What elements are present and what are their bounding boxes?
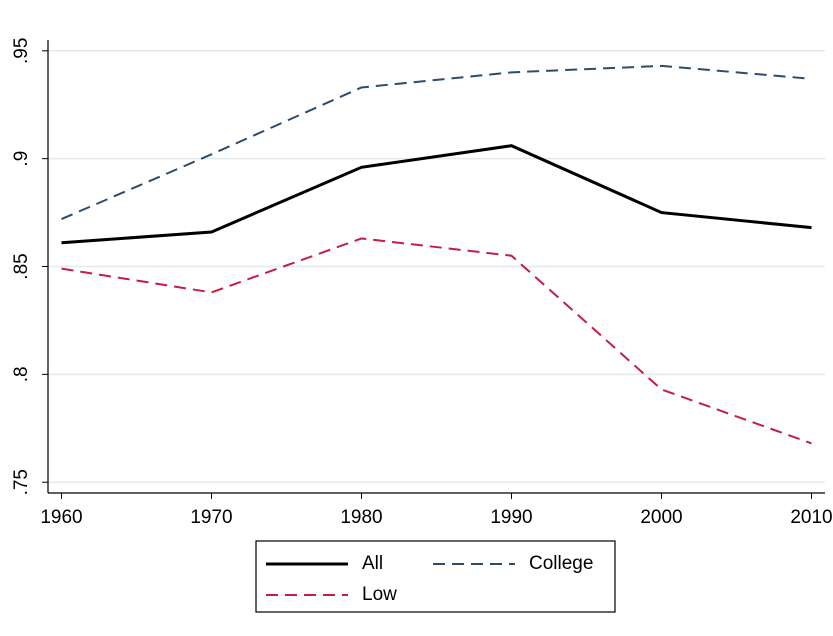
y-tick-label: .9 [11, 151, 32, 167]
y-tick-label: .85 [11, 253, 32, 279]
x-tick-label: 2010 [790, 507, 832, 528]
series-line [61, 237, 812, 445]
legend-box [255, 540, 616, 613]
series-line [61, 144, 812, 245]
x-tick-label: 1970 [190, 507, 232, 528]
series-line [61, 64, 812, 220]
y-tick-label: .75 [11, 469, 32, 495]
legend-label: All [362, 553, 383, 574]
legend-label: Low [362, 584, 397, 605]
y-tick-label: .95 [11, 38, 32, 64]
x-tick-label: 2000 [640, 507, 682, 528]
legend-label: College [529, 553, 593, 574]
x-tick-label: 1990 [490, 507, 532, 528]
x-tick-label: 1960 [40, 507, 82, 528]
y-tick-label: .8 [11, 366, 32, 382]
x-tick-label: 1980 [340, 507, 382, 528]
